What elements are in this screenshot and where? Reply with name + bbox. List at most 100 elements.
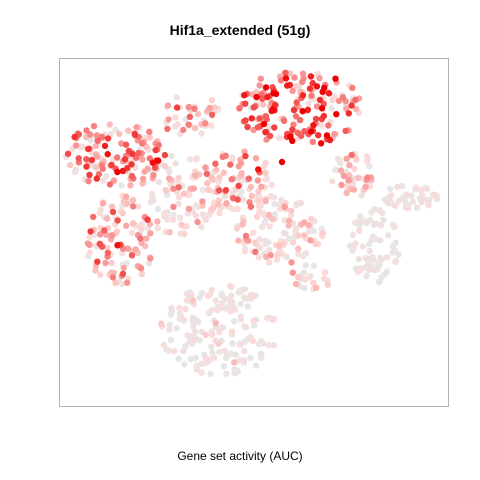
data-point: [259, 101, 267, 108]
data-point: [139, 180, 146, 187]
data-point: [221, 193, 228, 200]
data-point: [207, 370, 214, 378]
data-point: [213, 166, 220, 173]
data-point: [211, 104, 219, 111]
data-point: [119, 167, 127, 175]
data-point: [161, 162, 169, 170]
data-point: [88, 156, 96, 164]
data-point: [227, 308, 234, 315]
data-point: [425, 202, 432, 209]
data-point: [138, 221, 146, 228]
data-point: [172, 160, 179, 167]
data-point: [285, 222, 292, 229]
data-point: [285, 217, 293, 224]
data-point: [216, 209, 223, 217]
data-point: [292, 280, 300, 288]
data-point: [231, 318, 238, 325]
data-point: [300, 284, 308, 292]
data-point: [154, 157, 162, 164]
data-point: [83, 163, 90, 170]
data-point: [377, 222, 385, 229]
data-point: [294, 273, 302, 281]
data-point: [299, 252, 307, 260]
data-point: [220, 363, 228, 370]
data-point: [245, 175, 253, 182]
data-point: [266, 246, 273, 254]
data-point: [346, 162, 353, 169]
data-point: [376, 207, 383, 214]
data-point: [265, 123, 273, 130]
data-point: [306, 85, 314, 92]
data-point: [202, 354, 209, 362]
data-point: [317, 140, 325, 147]
data-point: [307, 215, 315, 222]
data-point: [220, 169, 227, 176]
data-point: [395, 251, 402, 258]
data-point: [302, 262, 309, 269]
data-point: [339, 94, 347, 101]
data-point: [237, 160, 245, 167]
data-point: [316, 75, 323, 82]
data-point: [310, 262, 318, 269]
data-point: [101, 142, 109, 150]
data-point: [237, 300, 244, 308]
data-point: [176, 304, 183, 312]
data-point: [139, 175, 147, 182]
data-point: [402, 191, 410, 198]
data-point: [274, 252, 281, 259]
data-point: [99, 165, 107, 172]
data-point: [353, 105, 360, 113]
data-point: [291, 74, 298, 81]
data-point: [255, 197, 262, 205]
data-point: [242, 117, 249, 124]
data-point: [101, 227, 108, 234]
data-point: [208, 174, 215, 182]
data-point: [245, 237, 252, 244]
data-point: [158, 320, 165, 327]
data-point: [328, 105, 335, 112]
data-point: [267, 252, 274, 259]
data-point: [247, 203, 255, 210]
data-point: [198, 290, 206, 297]
data-point: [240, 357, 248, 364]
data-point: [378, 256, 385, 263]
data-point: [123, 193, 130, 200]
data-point: [175, 200, 182, 207]
data-point: [208, 97, 216, 104]
data-point: [368, 209, 375, 216]
data-point: [271, 201, 278, 208]
data-point: [166, 229, 173, 236]
data-point: [164, 102, 172, 109]
data-point: [128, 252, 136, 259]
data-point: [266, 132, 274, 140]
data-point: [310, 122, 317, 129]
data-point: [387, 185, 394, 193]
data-point: [150, 171, 157, 179]
data-point: [202, 164, 209, 171]
data-point: [152, 146, 159, 154]
data-point: [127, 182, 134, 189]
data-point: [188, 292, 195, 299]
data-point: [165, 168, 173, 175]
data-point: [228, 328, 236, 335]
data-point: [255, 166, 262, 173]
data-point: [318, 105, 326, 112]
data-point: [212, 160, 219, 167]
data-point: [139, 156, 146, 163]
data-point: [187, 356, 194, 363]
data-point: [93, 164, 100, 171]
data-point: [184, 332, 191, 339]
data-point: [262, 159, 269, 167]
data-point: [104, 244, 111, 252]
data-point: [169, 216, 177, 224]
data-point: [345, 110, 352, 117]
data-point: [185, 103, 192, 111]
data-point: [114, 168, 121, 176]
data-point: [124, 245, 132, 252]
data-point: [135, 149, 142, 157]
data-point: [231, 359, 238, 366]
data-point: [212, 297, 219, 304]
data-point: [241, 347, 248, 355]
data-point: [282, 69, 289, 77]
data-point: [276, 242, 283, 249]
